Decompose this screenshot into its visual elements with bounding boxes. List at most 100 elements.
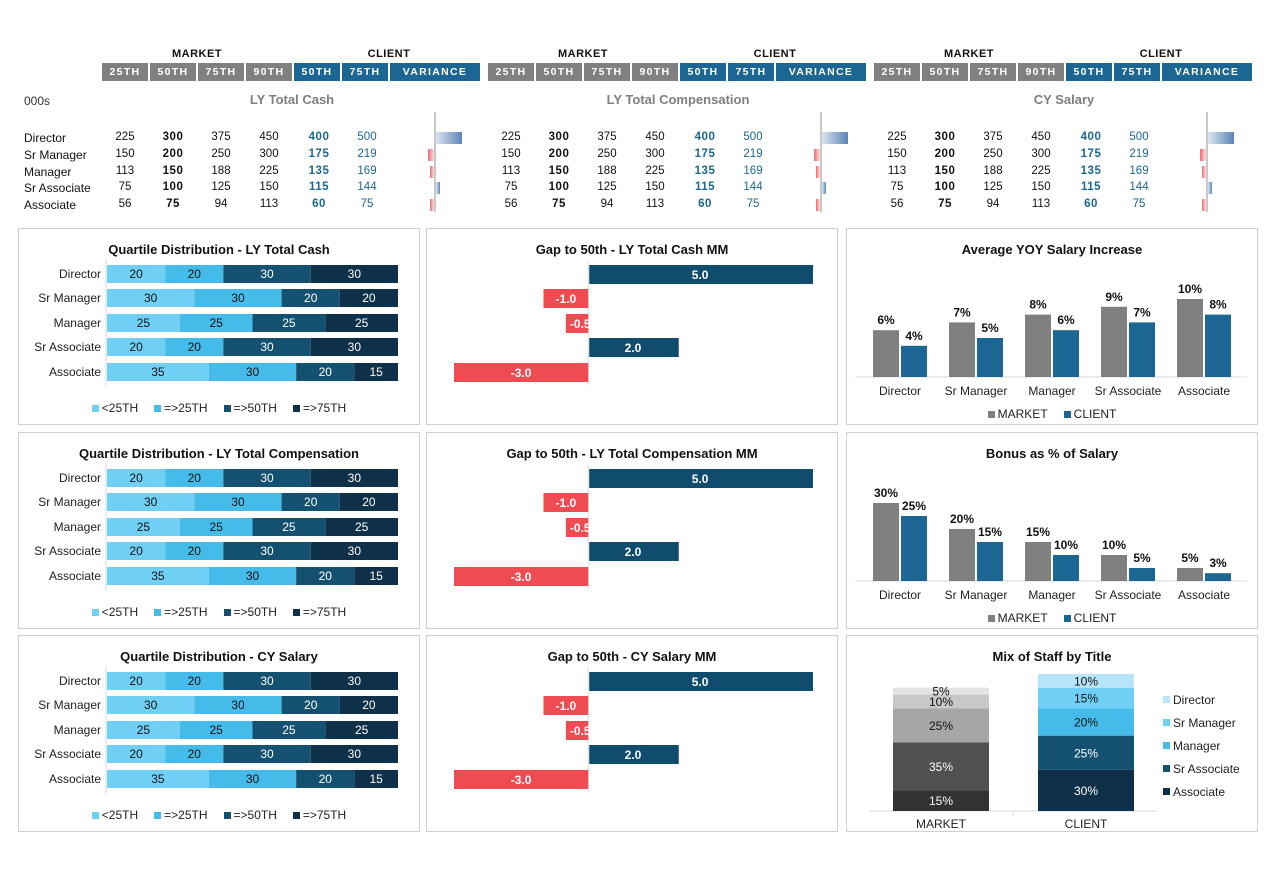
cell-c50: 135 (1080, 165, 1102, 177)
column-header[interactable]: 25TH (874, 63, 920, 81)
bar (1129, 322, 1155, 377)
cell-c50: 60 (698, 198, 712, 210)
legend-item: MARKET (987, 407, 1048, 421)
cell-m75: 250 (983, 148, 1003, 160)
row-title: Associate (24, 198, 77, 212)
bar (977, 338, 1003, 377)
bar (901, 516, 927, 581)
data-label: 15% (1026, 525, 1050, 539)
legend-label: <25TH (101, 401, 139, 415)
column-header[interactable]: 50TH (150, 63, 196, 81)
column-header[interactable]: 50TH (294, 63, 340, 81)
column-header[interactable]: 50TH (536, 63, 582, 81)
data-label: 35 (151, 772, 165, 786)
gap-bar (454, 567, 589, 586)
cell-c50: 115 (308, 181, 330, 193)
legend-swatch (1163, 696, 1170, 703)
chart-legend: MARKET CLIENT (847, 611, 1257, 625)
cell-m25: 225 (501, 131, 521, 143)
column-header[interactable]: 75TH (342, 63, 388, 81)
category-label: Sr Manager (945, 588, 1008, 602)
bar (949, 529, 975, 581)
category-label: Director (879, 588, 921, 602)
variance-bar (430, 166, 434, 178)
column-header[interactable]: 90TH (246, 63, 292, 81)
column-header[interactable]: 75TH (1114, 63, 1160, 81)
legend-label: =>25TH (164, 401, 208, 415)
category-label: Manager (54, 520, 101, 534)
cell-m50: 150 (162, 165, 184, 177)
variance-bar (1199, 149, 1206, 161)
data-label: 3% (1209, 556, 1227, 570)
data-label: 25 (355, 723, 369, 737)
column-header[interactable]: VARIANCE (1162, 63, 1252, 81)
column-header[interactable]: 25TH (102, 63, 148, 81)
stack-segment (893, 694, 989, 709)
data-label: 20 (188, 340, 202, 354)
data-label: 25% (929, 719, 953, 733)
category-label: Associate (1178, 384, 1230, 398)
legend-item: <25TH (91, 401, 139, 415)
data-label: 8% (1029, 298, 1047, 312)
bar (1025, 542, 1051, 581)
cell-c50: 400 (308, 131, 330, 143)
bar (873, 503, 899, 581)
variance-bar (822, 182, 826, 194)
column-header[interactable]: 50TH (1066, 63, 1112, 81)
cell-m90: 113 (259, 198, 279, 210)
column-header[interactable]: 25TH (488, 63, 534, 81)
cell-m50: 100 (934, 181, 956, 193)
cell-m90: 450 (645, 131, 665, 143)
data-label: 25 (282, 520, 296, 534)
data-label: 20 (319, 365, 333, 379)
legend-item: Sr Manager (1163, 711, 1240, 734)
bar-segment (281, 696, 340, 714)
bar-segment (223, 265, 311, 283)
legend-item: =>25TH (154, 401, 208, 415)
column-header[interactable]: 75TH (584, 63, 630, 81)
cell-m75: 250 (597, 148, 617, 160)
column-header[interactable]: 75TH (970, 63, 1016, 81)
chart-title: Gap to 50th - LY Total Cash MM (535, 242, 729, 257)
gap-bar (454, 363, 589, 382)
chart-svg: 15%35%25%10%5%MARKET30%25%20%15%10%CLIEN… (869, 674, 1157, 831)
data-label: 7% (953, 305, 971, 319)
bar-segment (107, 314, 180, 332)
cell-m90: 300 (645, 148, 665, 160)
data-label: 20 (362, 495, 376, 509)
gap-bar (543, 696, 589, 715)
row-title: Sr Associate (24, 181, 91, 195)
gap-bar (565, 518, 589, 537)
cell-c50: 60 (312, 198, 326, 210)
chart-title: Gap to 50th - CY Salary MM (547, 649, 717, 664)
column-header[interactable]: 90TH (1018, 63, 1064, 81)
data-label: 30 (144, 698, 158, 712)
category-label: Associate (1178, 588, 1230, 602)
chart-panel-quartile-cy-salary: Quartile Distribution - CY Salary Directo… (18, 635, 420, 832)
bar-segment (252, 518, 326, 536)
column-header[interactable]: 50TH (680, 63, 726, 81)
data-label: 15% (978, 525, 1002, 539)
cell-m25: 56 (504, 198, 518, 210)
bar-segment (310, 745, 398, 763)
cell-m90: 113 (645, 198, 665, 210)
column-header[interactable]: 90TH (632, 63, 678, 81)
chart-panel-staff-mix: Mix of Staff by Title 15% 35% 25% 10% 5% MARKE… (846, 635, 1258, 832)
data-label: 5.0 (692, 675, 709, 689)
bar-segment (296, 363, 355, 381)
column-header[interactable]: 50TH (922, 63, 968, 81)
column-header[interactable]: 75TH (198, 63, 244, 81)
legend-label: CLIENT (1073, 611, 1117, 625)
cell-m25: 75 (890, 181, 904, 193)
cell-c75: 219 (1129, 148, 1149, 160)
cell-m75: 125 (597, 181, 617, 193)
category-label: Sr Associate (1095, 384, 1162, 398)
data-label: 20% (950, 512, 974, 526)
column-header[interactable]: 75TH (728, 63, 774, 81)
column-header[interactable]: VARIANCE (390, 63, 480, 81)
data-label: 20 (129, 340, 143, 354)
column-header[interactable]: VARIANCE (776, 63, 866, 81)
variance-bar (427, 149, 434, 161)
data-label: 30 (348, 267, 362, 281)
cell-m25: 113 (115, 165, 135, 177)
